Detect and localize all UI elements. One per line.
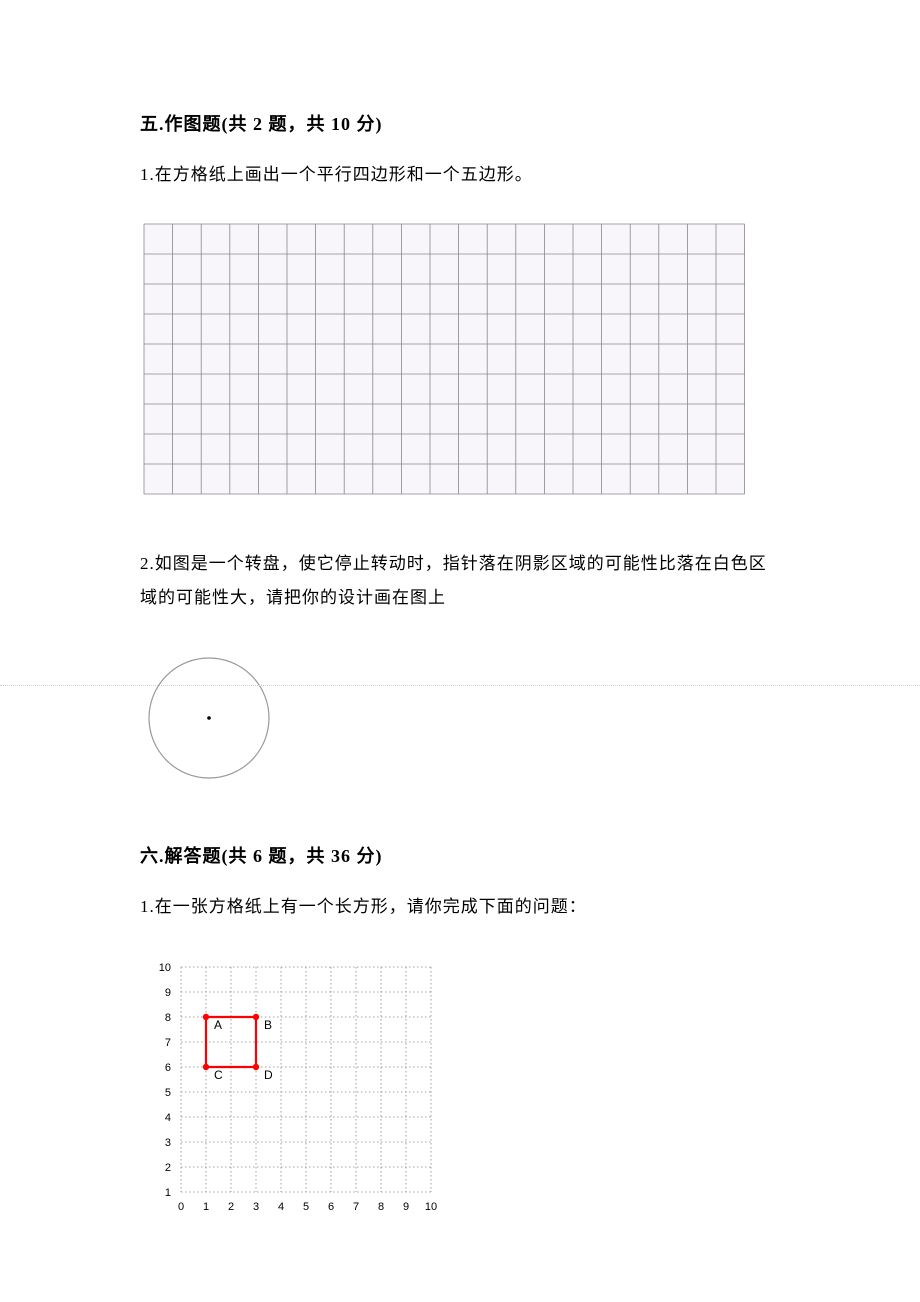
svg-text:5: 5: [165, 1087, 171, 1099]
svg-text:1: 1: [165, 1187, 171, 1199]
s6-q1-chart-figure: 01234567891012345678910ABCD: [136, 952, 780, 1237]
svg-text:7: 7: [353, 1201, 359, 1213]
page-rule: [0, 685, 920, 686]
svg-text:4: 4: [278, 1201, 284, 1213]
s5-q2-text: 2.如图是一个转盘，使它停止转动时，指针落在阴影区域的可能性比落在白色区域的可能…: [140, 547, 780, 615]
svg-text:A: A: [214, 1018, 222, 1032]
svg-text:6: 6: [328, 1201, 334, 1213]
svg-text:8: 8: [378, 1201, 384, 1213]
s5-q2-circle-figure: [134, 643, 780, 798]
svg-text:0: 0: [178, 1201, 184, 1213]
s5-q1-grid-figure: [140, 220, 780, 503]
svg-text:10: 10: [425, 1201, 437, 1213]
svg-text:6: 6: [165, 1062, 171, 1074]
svg-text:2: 2: [165, 1162, 171, 1174]
s6-q1-text: 1.在一张方格纸上有一个长方形，请你完成下面的问题：: [140, 890, 780, 924]
section-6-heading: 六.解答题(共 6 题，共 36 分): [140, 842, 780, 868]
svg-text:8: 8: [165, 1012, 171, 1024]
svg-text:3: 3: [165, 1137, 171, 1149]
svg-text:7: 7: [165, 1037, 171, 1049]
svg-text:10: 10: [159, 962, 171, 974]
s5-q1-text: 1.在方格纸上画出一个平行四边形和一个五边形。: [140, 158, 780, 192]
svg-text:5: 5: [303, 1201, 309, 1213]
svg-text:4: 4: [165, 1112, 171, 1124]
svg-text:9: 9: [403, 1201, 409, 1213]
svg-text:9: 9: [165, 987, 171, 999]
grid-svg: [140, 220, 750, 498]
svg-text:B: B: [264, 1018, 272, 1032]
circle-svg: [134, 643, 284, 793]
section-5-heading: 五.作图题(共 2 题，共 10 分): [140, 110, 780, 136]
svg-text:C: C: [214, 1068, 223, 1082]
svg-text:2: 2: [228, 1201, 234, 1213]
svg-text:3: 3: [253, 1201, 259, 1213]
svg-text:D: D: [264, 1068, 273, 1082]
svg-text:1: 1: [203, 1201, 209, 1213]
coord-chart-svg: 01234567891012345678910ABCD: [136, 952, 456, 1232]
